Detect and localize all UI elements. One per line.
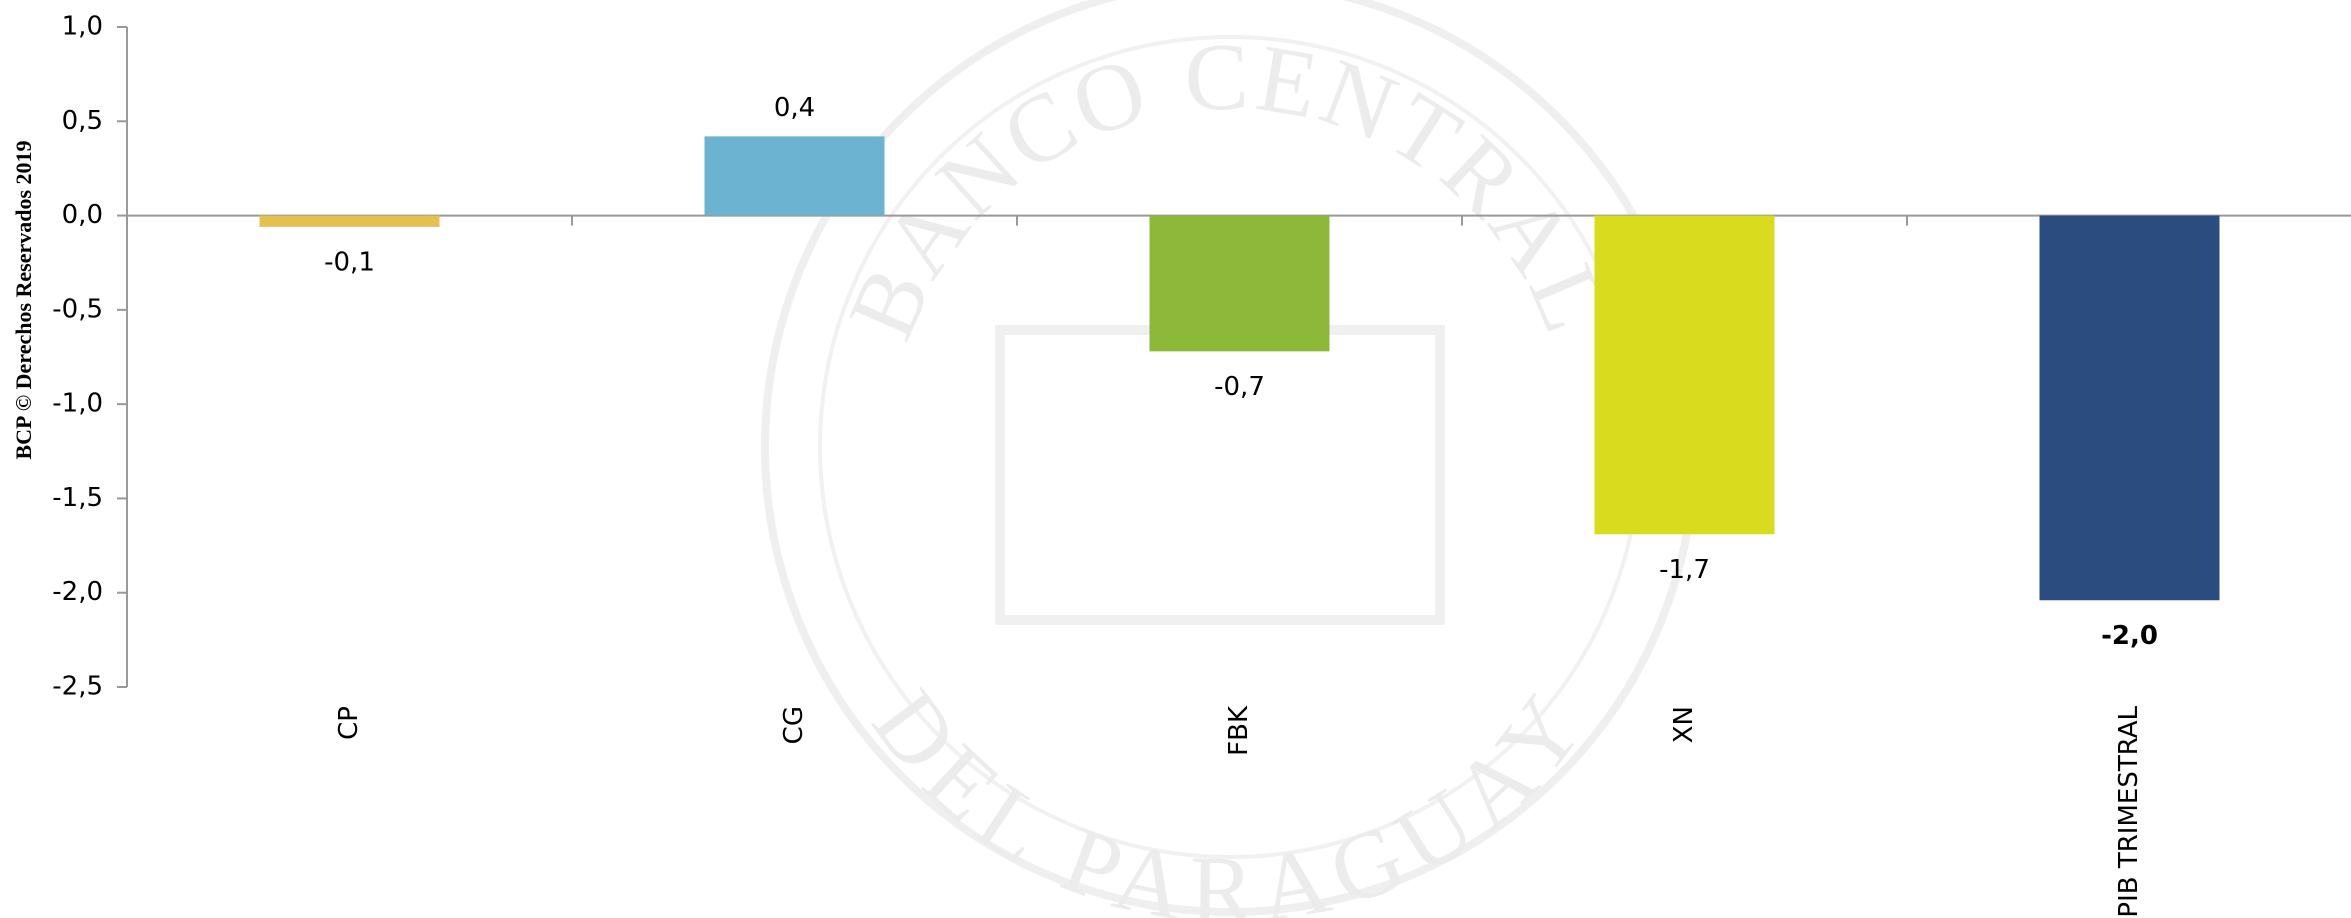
- value-label: -1,7: [1659, 555, 1710, 585]
- y-tick-label: 1,0: [62, 12, 103, 42]
- y-tick-label: 0,5: [62, 106, 103, 136]
- y-tick-label: -2,0: [52, 577, 103, 607]
- value-label: -2,0: [2101, 621, 2158, 651]
- bar: [1594, 215, 1775, 535]
- x-tick-label: CG: [779, 706, 809, 744]
- bar: [259, 215, 440, 227]
- side-note: BCP © Derechos Reservados 2019: [11, 140, 36, 459]
- value-label: -0,1: [324, 247, 375, 277]
- watermark: BANCO CENTRAL DEL PARAGUAY: [761, 0, 1699, 918]
- x-tick-label: FBK: [1224, 705, 1254, 756]
- x-tick-label: PIB TRIMESTRAL: [2114, 705, 2144, 917]
- y-tick-label: -2,5: [52, 672, 103, 702]
- value-label: 0,4: [774, 93, 815, 123]
- y-tick-label: 0,0: [62, 200, 103, 230]
- y-tick-label: -1,0: [52, 389, 103, 419]
- x-tick-label: XN: [1669, 706, 1699, 743]
- value-label: -0,7: [1214, 372, 1265, 402]
- bar: [2039, 215, 2220, 601]
- bar: [1149, 215, 1330, 352]
- y-tick-label: -0,5: [52, 294, 103, 324]
- bar: [704, 136, 885, 216]
- x-tick-label: CP: [334, 706, 364, 740]
- y-tick-label: -1,5: [52, 483, 103, 513]
